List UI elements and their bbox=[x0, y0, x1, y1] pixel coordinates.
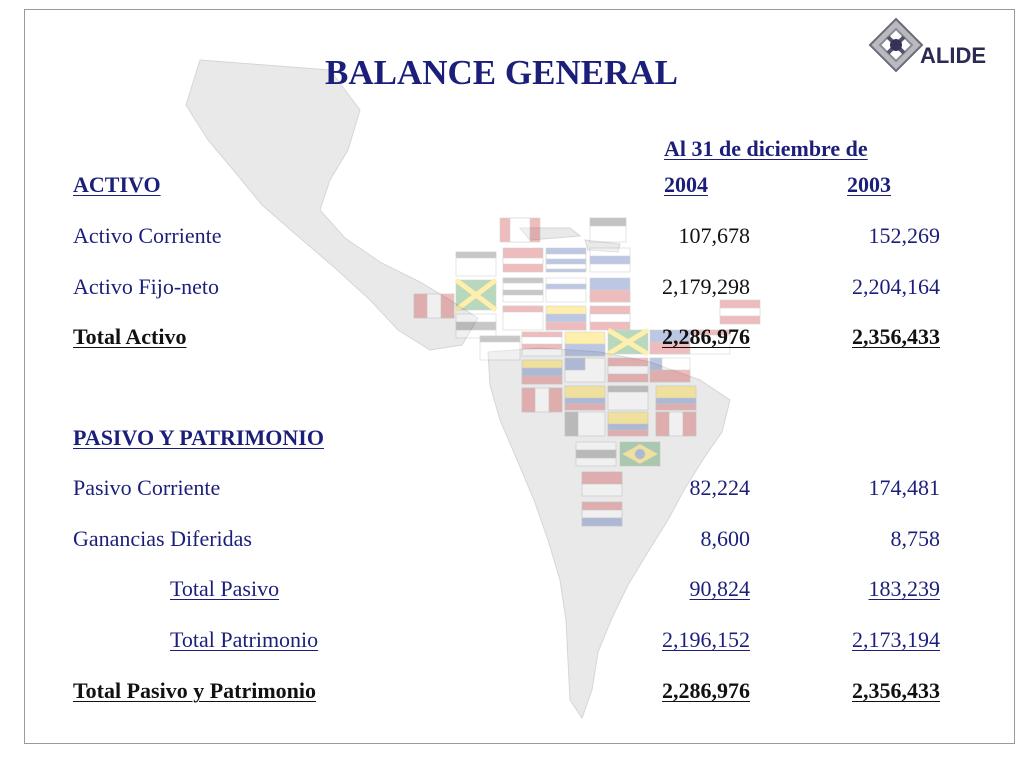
activo-fijo-2003: 2,204,164 bbox=[852, 274, 940, 299]
date-header: Al 31 de diciembre de bbox=[664, 136, 868, 161]
alide-logo: ALIDE bbox=[868, 17, 986, 73]
total-pasivo-2004: 90,824 bbox=[689, 576, 751, 601]
slide-frame bbox=[24, 9, 1015, 744]
total-activo-2003: 2,356,433 bbox=[852, 324, 940, 349]
total-pasivo-label: Total Pasivo bbox=[170, 576, 280, 601]
activo-fijo-2004: 2,179,298 bbox=[662, 274, 750, 299]
year-2004-header: 2004 bbox=[664, 172, 708, 197]
pasivo-corriente-2004: 82,224 bbox=[689, 475, 751, 500]
activo-corriente-2004: 107,678 bbox=[678, 223, 751, 248]
total-patrimonio-2004: 2,196,152 bbox=[662, 627, 750, 652]
pasivo-corriente-label: Pasivo Corriente bbox=[73, 475, 221, 500]
activo-fijo-label: Activo Fijo-neto bbox=[73, 274, 220, 299]
activo-header: ACTIVO bbox=[73, 172, 161, 197]
pasivo-header: PASIVO Y PATRIMONIO bbox=[73, 425, 324, 450]
pasivo-corriente-2003: 174,481 bbox=[868, 475, 941, 500]
total-patrimonio-2003: 2,173,194 bbox=[852, 627, 940, 652]
year-2003-header: 2003 bbox=[847, 172, 891, 197]
total-pasivo-patrimonio-label: Total Pasivo y Patrimonio bbox=[73, 678, 317, 703]
activo-corriente-2003: 152,269 bbox=[868, 223, 941, 248]
svg-text:ALIDE: ALIDE bbox=[920, 43, 986, 68]
total-pasivo-2003: 183,239 bbox=[868, 576, 941, 601]
activo-corriente-label: Activo Corriente bbox=[73, 223, 222, 248]
total-pasivo-patrimonio-2003: 2,356,433 bbox=[852, 678, 940, 703]
total-activo-label: Total Activo bbox=[73, 324, 187, 349]
total-activo-2004: 2,286,976 bbox=[662, 324, 750, 349]
page-title: BALANCE GENERAL bbox=[325, 53, 678, 92]
ganancias-diferidas-label: Ganancias Diferidas bbox=[73, 526, 252, 551]
ganancias-diferidas-2004: 8,600 bbox=[700, 526, 751, 551]
total-patrimonio-label: Total Patrimonio bbox=[170, 627, 319, 652]
total-pasivo-patrimonio-2004: 2,286,976 bbox=[662, 678, 750, 703]
ganancias-diferidas-2003: 8,758 bbox=[890, 526, 941, 551]
